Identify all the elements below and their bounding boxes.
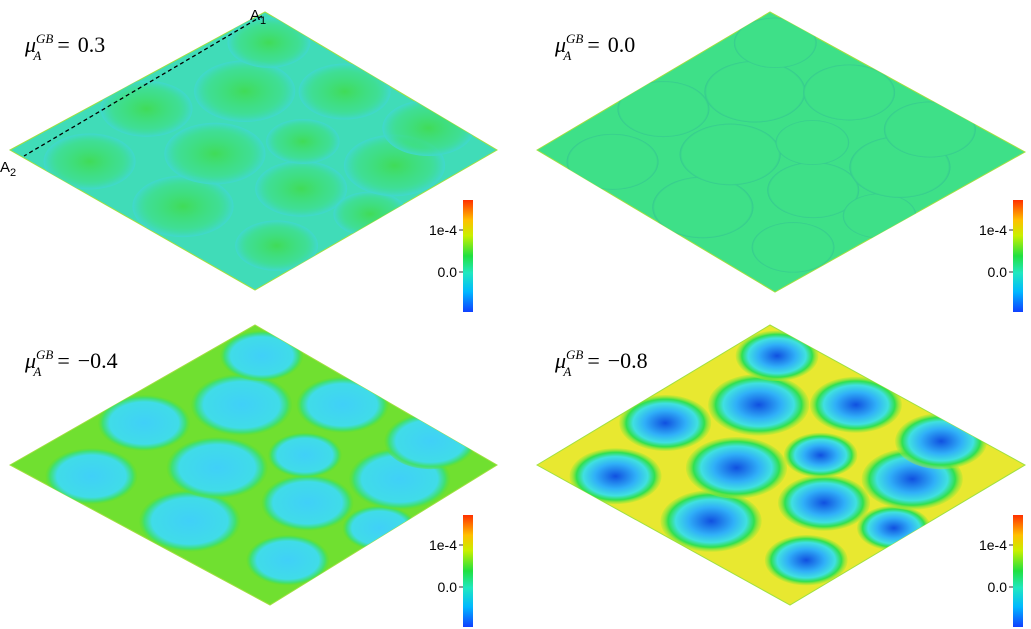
label-symbol: μ [554, 348, 566, 373]
grain [194, 60, 296, 122]
panel: μGB A = −0.8 1e-4 0.0 [535, 324, 1027, 627]
grain [296, 376, 389, 433]
grain [342, 505, 417, 551]
grain [100, 80, 193, 137]
grain [98, 395, 191, 451]
grain [43, 133, 136, 190]
grains [43, 17, 475, 271]
grain [679, 123, 781, 186]
colorbar [463, 515, 473, 627]
grain [733, 17, 817, 69]
grain [617, 81, 710, 138]
panel-label: μGB A = −0.4 [24, 347, 118, 379]
grain [660, 490, 762, 552]
grain [883, 101, 976, 158]
panel: μGB A = 0.0 1e-4 0.0 [536, 11, 1027, 312]
colorbar-tick-label: 0.0 [988, 579, 1008, 595]
label-superscript: GB [566, 347, 583, 362]
grain [384, 413, 477, 470]
label-subscript: A [562, 364, 571, 379]
colorbar [1013, 200, 1023, 312]
label-value: −0.8 [608, 348, 648, 373]
grain [735, 330, 819, 381]
colorbar-tick-label: 0.0 [438, 264, 458, 280]
marker-letter: A [250, 7, 260, 24]
label-equals: = [587, 32, 599, 57]
grain [333, 191, 408, 237]
panel-label: μGB A = 0.0 [554, 31, 635, 63]
grain [783, 432, 858, 478]
colorbar-tick-label: 1e-4 [429, 222, 457, 238]
grain [132, 175, 234, 238]
grain [164, 122, 266, 185]
grain [652, 176, 754, 239]
grain [803, 64, 896, 121]
colorbar-tick-label: 1e-4 [429, 537, 457, 553]
grain [708, 374, 810, 436]
marker-subscript: 2 [10, 167, 16, 179]
colorbar-tick-label: 0.0 [438, 579, 458, 595]
label-subscript: A [32, 48, 41, 63]
grain [261, 474, 354, 531]
marker-letter: A [0, 159, 10, 176]
label-symbol: μ [24, 348, 36, 373]
grain [895, 413, 988, 470]
grain [775, 120, 850, 165]
line-endpoint-label: A1 [250, 7, 266, 27]
grain [268, 432, 342, 478]
label-symbol: μ [554, 32, 566, 57]
panel: μGB A = −0.4 1e-4 0.0 [8, 324, 498, 627]
label-superscript: GB [36, 31, 53, 46]
label-equals: = [57, 32, 69, 57]
grain [139, 490, 241, 552]
colorbar [1013, 515, 1023, 627]
grain [704, 60, 806, 123]
grain [45, 448, 138, 505]
grains [45, 330, 477, 586]
colorbar [463, 200, 473, 312]
grains [569, 330, 988, 586]
grain [298, 63, 391, 120]
grain [166, 437, 268, 499]
grain [220, 330, 304, 381]
grain [767, 162, 860, 219]
grain [809, 376, 902, 433]
grain [255, 160, 348, 217]
grain [778, 474, 871, 531]
grain [235, 220, 318, 271]
grain [685, 437, 788, 499]
grain [764, 535, 848, 586]
label-equals: = [57, 348, 69, 373]
colorbar-tick-label: 1e-4 [979, 222, 1007, 238]
grain [569, 448, 662, 505]
label-superscript: GB [36, 347, 53, 362]
label-superscript: GB [566, 31, 583, 46]
panel-label: μGB A = −0.8 [554, 347, 648, 379]
label-subscript: A [562, 48, 571, 63]
label-value: −0.4 [78, 348, 118, 373]
grain [751, 222, 835, 273]
grain [246, 535, 330, 586]
grain [842, 193, 917, 239]
grain [619, 395, 712, 451]
colorbar-tick-label: 1e-4 [979, 537, 1007, 553]
colorbar-tick-label: 0.0 [988, 264, 1008, 280]
label-equals: = [587, 348, 599, 373]
marker-subscript: 1 [260, 15, 266, 27]
label-subscript: A [32, 364, 41, 379]
grain [227, 17, 311, 68]
grain [191, 374, 293, 436]
grain [566, 133, 659, 190]
label-value: 0.3 [78, 32, 106, 57]
label-value: 0.0 [608, 32, 636, 57]
grain [266, 119, 340, 164]
label-symbol: μ [24, 32, 36, 57]
panel-label: μGB A = 0.3 [24, 31, 105, 63]
line-endpoint-label: A2 [0, 159, 16, 179]
